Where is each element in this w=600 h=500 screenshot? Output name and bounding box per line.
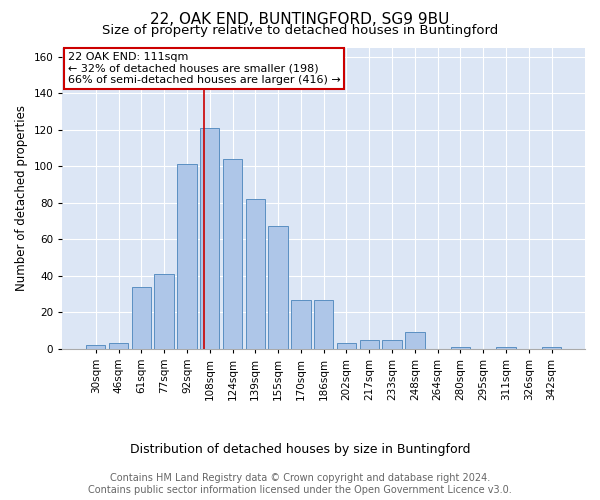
Y-axis label: Number of detached properties: Number of detached properties bbox=[15, 105, 28, 291]
Bar bbox=[245, 199, 265, 349]
Bar bbox=[337, 344, 356, 349]
Bar bbox=[131, 287, 151, 349]
Text: Size of property relative to detached houses in Buntingford: Size of property relative to detached ho… bbox=[102, 24, 498, 37]
Bar bbox=[268, 226, 288, 349]
Text: Contains HM Land Registry data © Crown copyright and database right 2024.
Contai: Contains HM Land Registry data © Crown c… bbox=[88, 474, 512, 495]
Bar bbox=[109, 344, 128, 349]
Bar bbox=[223, 159, 242, 349]
Bar bbox=[496, 347, 515, 349]
Bar bbox=[200, 128, 220, 349]
Text: Distribution of detached houses by size in Buntingford: Distribution of detached houses by size … bbox=[130, 442, 470, 456]
Bar bbox=[359, 340, 379, 349]
Bar bbox=[314, 300, 334, 349]
Bar bbox=[542, 347, 561, 349]
Bar bbox=[177, 164, 197, 349]
Bar bbox=[451, 347, 470, 349]
Bar bbox=[405, 332, 425, 349]
Bar bbox=[382, 340, 402, 349]
Bar bbox=[154, 274, 174, 349]
Text: 22, OAK END, BUNTINGFORD, SG9 9BU: 22, OAK END, BUNTINGFORD, SG9 9BU bbox=[151, 12, 449, 28]
Bar bbox=[86, 345, 106, 349]
Bar bbox=[291, 300, 311, 349]
Text: 22 OAK END: 111sqm
← 32% of detached houses are smaller (198)
66% of semi-detach: 22 OAK END: 111sqm ← 32% of detached hou… bbox=[68, 52, 340, 85]
